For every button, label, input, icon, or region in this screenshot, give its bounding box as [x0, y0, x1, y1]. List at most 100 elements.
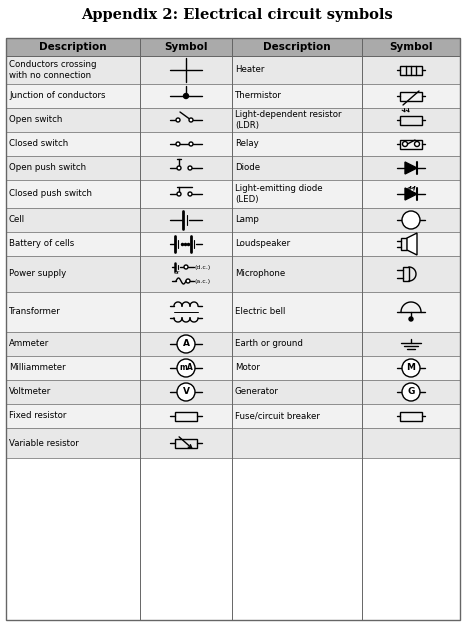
Bar — [362, 132, 460, 156]
Bar — [232, 108, 362, 132]
Circle shape — [176, 142, 180, 146]
Text: Open push switch: Open push switch — [9, 163, 86, 173]
Bar — [140, 356, 232, 380]
Text: Fixed resistor: Fixed resistor — [9, 411, 66, 421]
Bar — [6, 180, 140, 208]
Bar — [140, 132, 232, 156]
Circle shape — [188, 166, 192, 170]
Bar — [140, 232, 232, 256]
Bar — [362, 380, 460, 404]
Text: Loudspeaker: Loudspeaker — [235, 239, 290, 249]
Text: Diode: Diode — [235, 163, 260, 173]
Text: G: G — [407, 387, 415, 396]
Bar — [362, 84, 460, 108]
Bar — [232, 156, 362, 180]
Bar — [140, 84, 232, 108]
Bar — [232, 232, 362, 256]
Bar — [232, 38, 362, 56]
Bar — [6, 38, 140, 56]
Bar — [362, 232, 460, 256]
Text: Closed switch: Closed switch — [9, 139, 68, 148]
Circle shape — [176, 118, 180, 122]
Text: Conductors crossing
with no connection: Conductors crossing with no connection — [9, 60, 97, 80]
Bar — [400, 65, 422, 75]
Circle shape — [414, 141, 419, 146]
Bar — [362, 156, 460, 180]
Text: Ammeter: Ammeter — [9, 340, 49, 349]
Bar — [6, 292, 140, 332]
Bar — [362, 404, 460, 428]
Text: (d.c.): (d.c.) — [195, 264, 211, 269]
Bar — [362, 332, 460, 356]
Text: Symbol: Symbol — [164, 42, 208, 52]
Text: Electric bell: Electric bell — [235, 308, 285, 317]
Bar — [140, 156, 232, 180]
Polygon shape — [405, 162, 417, 174]
Text: Closed push switch: Closed push switch — [9, 190, 92, 198]
Text: Earth or ground: Earth or ground — [235, 340, 303, 349]
Text: Generator: Generator — [235, 387, 279, 396]
Bar — [401, 238, 407, 250]
Bar — [6, 380, 140, 404]
Bar — [232, 356, 362, 380]
Text: Battery of cells: Battery of cells — [9, 239, 74, 249]
Bar — [232, 84, 362, 108]
Circle shape — [184, 265, 188, 269]
Bar — [140, 292, 232, 332]
Bar — [6, 332, 140, 356]
Bar — [6, 256, 140, 292]
Circle shape — [409, 317, 413, 321]
Bar — [362, 356, 460, 380]
Text: Power supply: Power supply — [9, 269, 66, 278]
Bar — [6, 108, 140, 132]
Bar — [362, 56, 460, 84]
Bar — [362, 428, 460, 458]
Bar — [232, 180, 362, 208]
Text: or: or — [174, 269, 181, 274]
Circle shape — [189, 142, 193, 146]
Bar — [400, 92, 422, 100]
Circle shape — [402, 141, 408, 146]
Text: Fuse/circuit breaker: Fuse/circuit breaker — [235, 411, 320, 421]
Bar — [140, 256, 232, 292]
Bar — [362, 108, 460, 132]
Circle shape — [189, 118, 193, 122]
Text: A: A — [182, 340, 190, 349]
Text: Milliammeter: Milliammeter — [9, 364, 65, 372]
Polygon shape — [407, 233, 417, 255]
Text: Cell: Cell — [9, 215, 25, 224]
Bar — [400, 139, 422, 148]
Bar — [362, 180, 460, 208]
Bar — [140, 332, 232, 356]
Text: Lamp: Lamp — [235, 215, 259, 224]
Bar — [232, 208, 362, 232]
Bar — [232, 132, 362, 156]
Text: Variable resistor: Variable resistor — [9, 438, 79, 448]
Text: Light-emitting diode
(LED): Light-emitting diode (LED) — [235, 184, 323, 203]
Circle shape — [186, 279, 190, 283]
Bar — [6, 84, 140, 108]
Bar — [6, 404, 140, 428]
Bar — [140, 208, 232, 232]
Bar — [140, 38, 232, 56]
Bar — [232, 56, 362, 84]
Text: mA: mA — [179, 364, 193, 372]
Text: Light-dependent resistor
(LDR): Light-dependent resistor (LDR) — [235, 111, 341, 130]
Bar — [140, 428, 232, 458]
Text: M: M — [407, 364, 416, 372]
Bar — [362, 256, 460, 292]
Text: Heater: Heater — [235, 65, 264, 75]
Bar — [232, 256, 362, 292]
Bar — [400, 411, 422, 421]
Bar — [362, 38, 460, 56]
Bar — [6, 132, 140, 156]
Bar — [140, 380, 232, 404]
Circle shape — [177, 335, 195, 353]
Bar — [140, 108, 232, 132]
Text: Relay: Relay — [235, 139, 259, 148]
Bar — [6, 156, 140, 180]
Text: (a.c.): (a.c.) — [195, 278, 211, 283]
Text: Transformer: Transformer — [9, 308, 61, 317]
Bar — [232, 332, 362, 356]
Bar — [6, 56, 140, 84]
